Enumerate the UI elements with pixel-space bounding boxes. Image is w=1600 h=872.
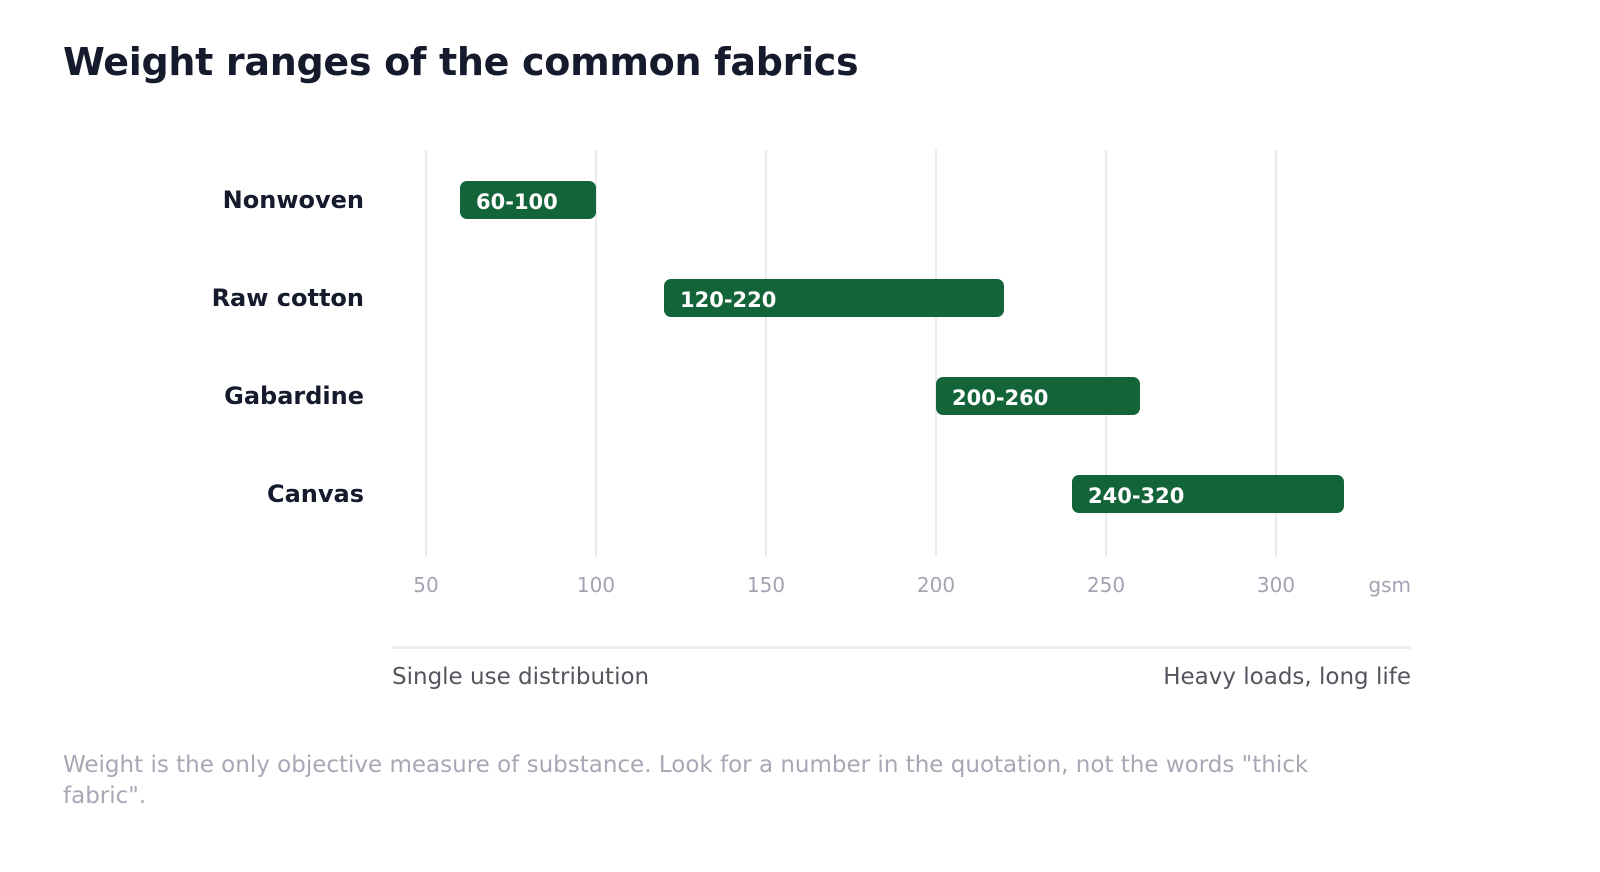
category-label: Gabardine [224,382,364,410]
scale-right-label: Heavy loads, long life [1163,664,1411,690]
range-bar [460,181,596,219]
category-label: Raw cotton [212,284,364,312]
x-tick-label: 100 [577,573,615,597]
x-tick-label: 300 [1257,573,1295,597]
scale-left-label: Single use distribution [392,664,650,690]
range-bar-label: 240-320 [1088,484,1184,508]
range-bar-label: 200-260 [952,386,1048,410]
range-chart: Nonwoven Raw cotton Gabardine Canvas 60-100… [212,150,1411,597]
category-label: Nonwoven [223,186,364,214]
chart-title: Weight ranges of the common fabrics [63,40,859,84]
x-tick-label: 50 [413,573,438,597]
range-bar-label: 120-220 [680,288,776,312]
x-tick-label: 250 [1087,573,1125,597]
category-labels: Nonwoven Raw cotton Gabardine Canvas [212,186,364,508]
scale-line [392,646,1411,649]
x-unit-label: gsm [1368,573,1411,597]
range-bars: 60-100 120-220 200-260 240-320 [460,181,1344,513]
range-bar [936,377,1140,415]
range-bar [1072,475,1344,513]
x-tick-label: 150 [747,573,785,597]
x-tick-label: 200 [917,573,955,597]
range-bar-label: 60-100 [476,190,558,214]
range-bar [664,279,1004,317]
footnote: Weight is the only objective measure of … [63,752,1309,809]
category-label: Canvas [267,480,364,508]
x-axis-ticks: 50 100 150 200 250 300 gsm [413,573,1411,597]
